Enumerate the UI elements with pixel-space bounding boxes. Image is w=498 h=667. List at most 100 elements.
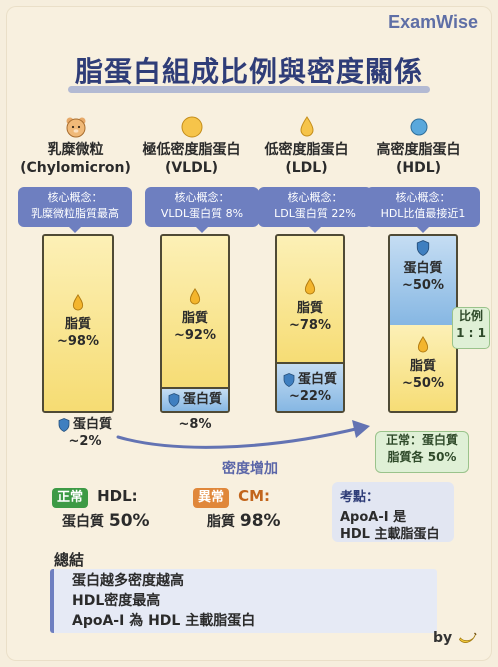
normal-badge: 正常 [52,488,89,508]
fat-value: ~50% [401,376,444,391]
concept-text: LDL蛋白質 22% [274,207,356,220]
shield-icon [168,392,180,407]
concept-box-vldl: 核心概念： VLDL蛋白質 8% [145,187,259,233]
exam-point-line2: HDL 主載脂蛋白 [340,527,440,542]
title-underline [68,86,430,93]
summary-line: HDL密度最高 [72,593,161,609]
bar-ldl: 脂質 ~78% 蛋白質 ~22% [275,234,345,413]
droplet-icon [304,278,316,295]
orange-circle-icon [181,116,202,138]
exam-point-card: 考點： ApoA-I 是 HDL 主載脂蛋白 [332,482,454,542]
fat-label-group: 脂質 ~50% [390,336,456,392]
concept-box-ldl: 核心概念： LDL蛋白質 22% [258,187,372,233]
column-name: 低密度脂蛋白 [264,142,349,158]
fat-label-group: 脂質 ~98% [44,294,112,350]
fat-label: 脂質 [409,359,436,374]
normal-note-line2: 脂質各 50% [387,450,457,464]
protein-label: 蛋白質 [403,261,443,276]
concept-box-chylomicron: 核心概念： 乳糜微粒脂質最高 [18,187,132,233]
exam-point-line1: ApoA-I 是 [340,510,407,525]
bar-hdl: 蛋白質 ~50% 脂質 ~50% [388,234,458,413]
droplet-icon [417,336,429,353]
protein-value: ~50% [401,278,444,293]
summary-line: ApoA-I 為 HDL 主載脂蛋白 [72,613,256,629]
concept-heading: 核心概念： [395,191,451,204]
fat-label-group: 脂質 ~92% [162,288,228,344]
concept-heading: 核心概念： [174,191,230,204]
ratio-label: 比例 [458,309,483,323]
shield-icon [58,417,70,432]
protein-label-group: 蛋白質 ~50% [390,240,456,294]
column-subname: (VLDL) [164,160,219,176]
density-arrow-label: 密度增加 [222,461,278,477]
concept-text: 乳糜微粒脂質最高 [31,207,119,220]
bar-chylomicron: 脂質 ~98% [42,234,114,413]
protein-label: 蛋白質 [72,417,112,432]
fat-segment [44,236,112,411]
column-header-chylomicron: 乳糜微粒 (Chylomicron) [18,115,133,177]
credit-text: by [433,630,453,646]
protein-segment [277,362,343,411]
abnormal-card: 異常 CM: 脂質 98% [193,482,313,536]
protein-label: 蛋白質 [182,392,222,407]
exam-point-title: 考點： [340,490,380,505]
protein-label-group: 蛋白質 ~22% [277,371,343,405]
summary-line: 蛋白越多密度越高 [72,573,184,589]
concept-text: VLDL蛋白質 8% [160,207,244,220]
summary-box: 蛋白越多密度越高 HDL密度最高 ApoA-I 為 HDL 主載脂蛋白 [50,569,437,633]
droplet-icon [72,294,84,311]
fat-value: ~98% [56,334,99,349]
normal-note-line1: 正常：蛋白質 [385,433,458,447]
chylomicron-protein-label: 蛋白質 ~2% [50,416,120,450]
vldl-protein-value: ~8% [178,417,212,432]
concept-heading: 核心概念： [287,191,343,204]
column-name: 乳糜微粒 [47,142,104,158]
brand-logo: ExamWise [388,12,478,32]
density-arrow-line [116,426,362,449]
column-subname: (Chylomicron) [20,160,131,176]
bear-face-icon [66,117,85,138]
ratio-value: 1 : 1 [456,326,486,340]
fat-value: ~92% [173,328,216,343]
column-name: 極低密度脂蛋白 [142,142,241,158]
protein-value: ~22% [288,389,331,404]
ratio-badge: 比例 1 : 1 [452,307,490,349]
bar-vldl: 脂質 ~92% 蛋白質 [160,234,230,413]
column-header-ldl: 低密度脂蛋白 (LDL) [249,115,364,177]
shield-icon [416,240,430,256]
abnormal-card-value-label: 脂質 [207,514,235,530]
summary-title: 總結 [54,551,85,569]
protein-value: ~2% [68,434,102,449]
shield-icon [283,372,295,387]
column-subname: (LDL) [285,160,328,176]
density-arrow-head [352,420,370,438]
abnormal-card-title: CM: [238,487,271,505]
normal-card-value-label: 蛋白質 [62,514,104,530]
blue-circle-icon [410,118,427,136]
fat-segment [277,236,343,366]
banana-icon [459,632,477,643]
credit: by [433,629,477,647]
protein-label-group: 蛋白質 [162,391,228,408]
normal-card: 正常 HDL: 蛋白質 50% [52,482,167,536]
concept-heading: 核心概念： [47,191,103,204]
normal-card-title: HDL: [97,487,138,505]
protein-label: 蛋白質 [297,372,337,387]
normal-card-value: 50% [108,511,150,531]
abnormal-badge: 異常 [193,488,230,508]
fat-value: ~78% [288,318,331,333]
droplet-icon [189,288,201,305]
concept-text: HDL比值最接近1 [380,207,466,220]
column-header-vldl: 極低密度脂蛋白 (VLDL) [134,115,249,177]
fat-label: 脂質 [64,317,91,332]
page-title: 脂蛋白組成比例與密度關係 [74,55,423,88]
column-subname: (HDL) [395,160,442,176]
concept-box-hdl: 核心概念： HDL比值最接近1 [366,187,480,233]
fat-segment [162,236,228,391]
column-name: 高密度脂蛋白 [376,142,461,158]
droplet-icon [299,116,314,137]
normal-note: 正常：蛋白質 脂質各 50% [375,431,469,473]
fat-label-group: 脂質 ~78% [277,278,343,334]
column-header-hdl: 高密度脂蛋白 (HDL) [361,115,476,177]
